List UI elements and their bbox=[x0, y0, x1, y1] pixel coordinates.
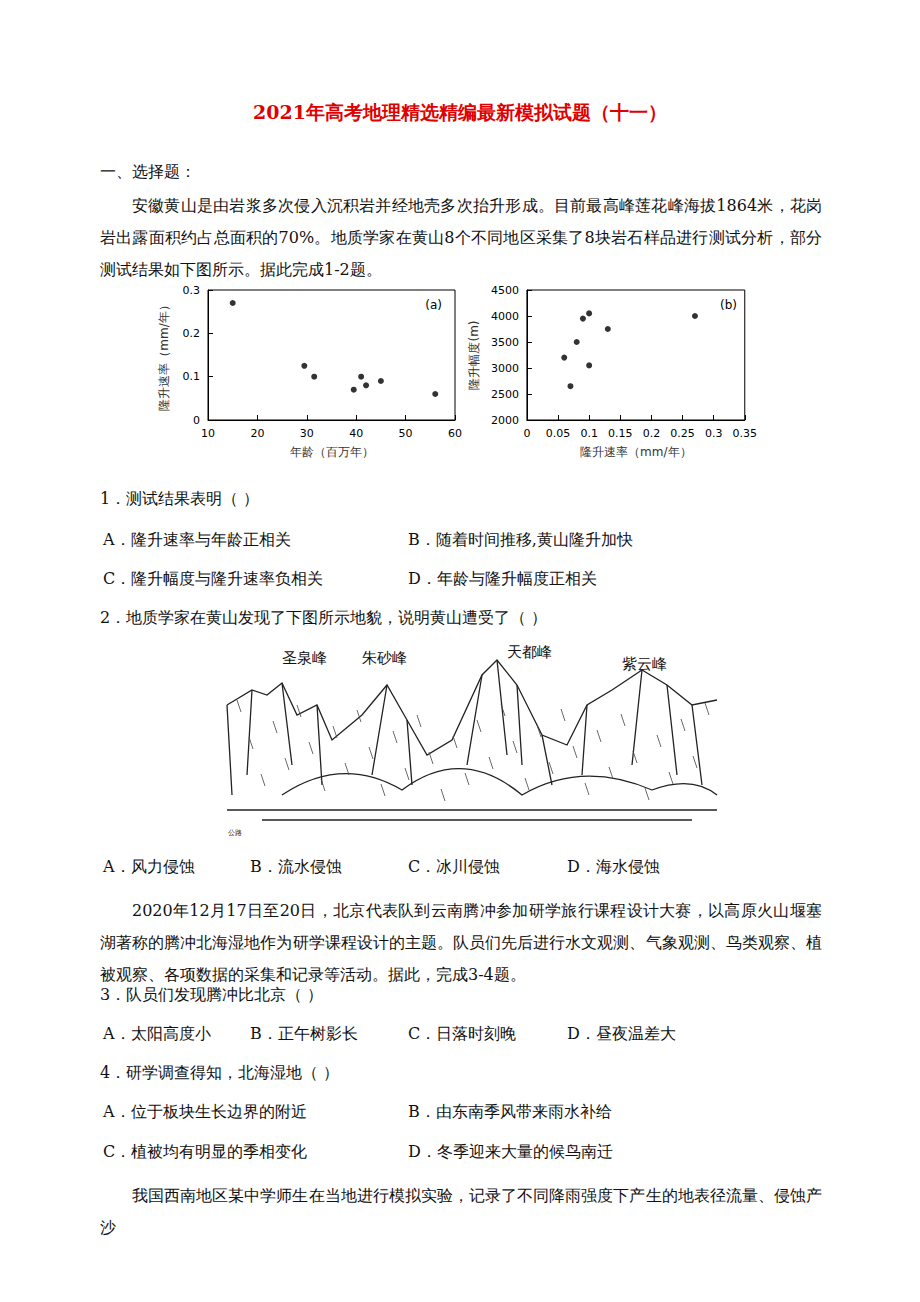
svg-text:4500: 4500 bbox=[491, 284, 519, 297]
html-text:B．流水侵蚀: B．流水侵蚀 bbox=[250, 857, 342, 876]
html-text:D．昼夜温差大: D．昼夜温差大 bbox=[567, 1024, 676, 1043]
svg-text:0: 0 bbox=[523, 427, 530, 440]
svg-text:0.3: 0.3 bbox=[705, 427, 723, 440]
html-text:D．海水侵蚀: D．海水侵蚀 bbox=[567, 857, 660, 876]
svg-text:0.1: 0.1 bbox=[580, 427, 598, 440]
svg-text:隆升幅度(m): 隆升幅度(m) bbox=[467, 320, 481, 389]
html-text:A．隆升速率与年龄正相关: A．隆升速率与年龄正相关 bbox=[103, 530, 291, 549]
svg-text:(a): (a) bbox=[425, 298, 442, 312]
svg-text:40: 40 bbox=[349, 427, 363, 440]
svg-text:(b): (b) bbox=[720, 298, 737, 312]
svg-text:30: 30 bbox=[300, 427, 314, 440]
svg-text:10: 10 bbox=[201, 427, 215, 440]
svg-text:公路: 公路 bbox=[228, 829, 242, 837]
svg-text:4000: 4000 bbox=[491, 310, 519, 323]
svg-text:50: 50 bbox=[399, 427, 413, 440]
html-text:A．位于板块生长边界的附近: A．位于板块生长边界的附近 bbox=[103, 1102, 307, 1121]
svg-text:0: 0 bbox=[193, 414, 200, 427]
html-text:1．测试结果表明（ ）: 1．测试结果表明（ ） bbox=[100, 489, 260, 508]
svg-text:0.05: 0.05 bbox=[546, 427, 571, 440]
svg-text:0.15: 0.15 bbox=[608, 427, 633, 440]
html-text:B．由东南季风带来雨水补给: B．由东南季风带来雨水补给 bbox=[408, 1102, 612, 1121]
svg-text:隆升速率（mm/年）: 隆升速率（mm/年） bbox=[580, 445, 691, 459]
svg-text:0.3: 0.3 bbox=[183, 284, 201, 297]
svg-text:2000: 2000 bbox=[491, 414, 519, 427]
svg-text:0.25: 0.25 bbox=[670, 427, 695, 440]
html-text:B．正午树影长: B．正午树影长 bbox=[250, 1024, 358, 1043]
html-text:2020年12月17日至20日，北京代表队到云南腾冲参加研学: 2020年12月17日至20日，北京代表队到云南腾冲参加研学旅行课程设计大赛，以… bbox=[100, 901, 822, 984]
svg-text:60: 60 bbox=[448, 427, 462, 440]
html-text:D．年龄与隆升幅度正相关: D．年龄与隆升幅度正相关 bbox=[408, 569, 597, 588]
html-text:2021年高考地理精选精编最新模拟试题（十一）: 2021年高考地理精选精编最新模拟试题（十一） bbox=[253, 101, 667, 123]
html-text:C．冰川侵蚀: C．冰川侵蚀 bbox=[408, 857, 501, 876]
html-text:D．冬季迎来大量的候鸟南迁: D．冬季迎来大量的候鸟南迁 bbox=[408, 1142, 613, 1161]
svg-text:0.2: 0.2 bbox=[643, 427, 661, 440]
svg-text:0.35: 0.35 bbox=[733, 427, 758, 440]
svg-text:年龄（百万年）: 年龄（百万年） bbox=[290, 445, 374, 459]
html-text:A．风力侵蚀: A．风力侵蚀 bbox=[103, 857, 195, 876]
html-text:一、选择题：: 一、选择题： bbox=[100, 162, 196, 181]
html-text:安徽黄山是由岩浆多次侵入沉积岩并经地壳多次抬升形成。目前最高: 安徽黄山是由岩浆多次侵入沉积岩并经地壳多次抬升形成。目前最高峰莲花峰海拔1864… bbox=[100, 196, 822, 279]
svg-text:2500: 2500 bbox=[491, 388, 519, 401]
svg-text:圣泉峰: 圣泉峰 bbox=[282, 649, 327, 667]
svg-text:紫云峰: 紫云峰 bbox=[622, 655, 667, 673]
svg-text:天都峰: 天都峰 bbox=[507, 645, 552, 661]
html-text:C．植被均有明显的季相变化: C．植被均有明显的季相变化 bbox=[103, 1142, 308, 1161]
svg-text:3500: 3500 bbox=[491, 336, 519, 349]
html-text:C．隆升幅度与隆升速率负相关: C．隆升幅度与隆升速率负相关 bbox=[103, 569, 324, 588]
html-text:3．队员们发现腾冲比北京（ ）: 3．队员们发现腾冲比北京（ ） bbox=[100, 985, 324, 1004]
html-text:4．研学调查得知，北海湿地（ ）: 4．研学调查得知，北海湿地（ ） bbox=[100, 1063, 340, 1082]
html-text:我国西南地区某中学师生在当地进行模拟实验，记录了不同降雨强度: 我国西南地区某中学师生在当地进行模拟实验，记录了不同降雨强度下产生的地表径流量、… bbox=[100, 1186, 822, 1237]
html-text:B．随着时间推移,黄山隆升加快: B．随着时间推移,黄山隆升加快 bbox=[408, 530, 633, 549]
svg-text:3000: 3000 bbox=[491, 362, 519, 375]
svg-text:隆升速率（mm/年）: 隆升速率（mm/年） bbox=[157, 299, 171, 410]
html-text:A．太阳高度小: A．太阳高度小 bbox=[103, 1024, 211, 1043]
html-text:2．地质学家在黄山发现了下图所示地貌，说明黄山遭受了（ ）: 2．地质学家在黄山发现了下图所示地貌，说明黄山遭受了（ ） bbox=[100, 608, 548, 627]
svg-text:0.2: 0.2 bbox=[183, 327, 201, 340]
svg-text:0.1: 0.1 bbox=[183, 370, 201, 383]
svg-text:20: 20 bbox=[250, 427, 264, 440]
svg-text:朱砂峰: 朱砂峰 bbox=[362, 649, 407, 667]
html-text:C．日落时刻晚: C．日落时刻晚 bbox=[408, 1024, 517, 1043]
